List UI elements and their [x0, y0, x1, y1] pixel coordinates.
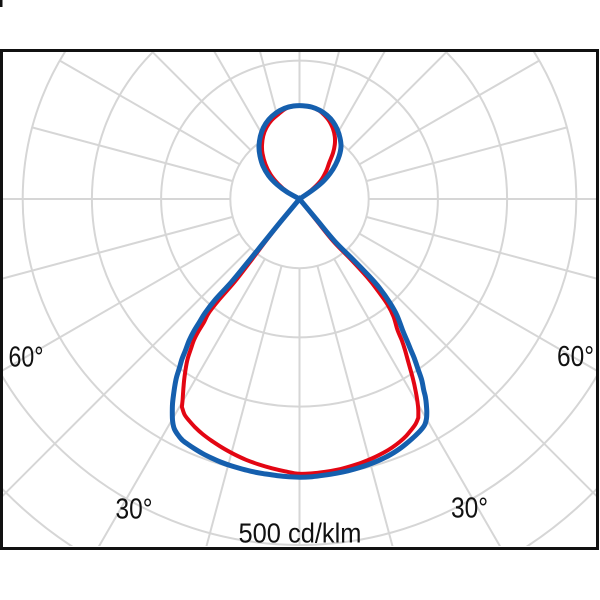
- svg-text:30°: 30°: [116, 494, 153, 526]
- svg-text:60°: 60°: [557, 341, 594, 373]
- svg-text:500 cd/klm: 500 cd/klm: [239, 518, 362, 549]
- svg-text:60°: 60°: [9, 342, 44, 374]
- svg-text:30°: 30°: [451, 493, 488, 525]
